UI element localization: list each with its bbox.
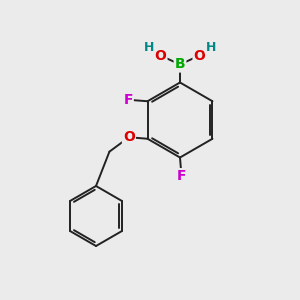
Text: F: F [177, 169, 186, 183]
Text: O: O [194, 49, 206, 62]
Text: B: B [175, 58, 185, 71]
Text: O: O [154, 49, 166, 62]
Text: H: H [144, 40, 154, 54]
Text: O: O [123, 130, 135, 144]
Text: F: F [123, 93, 133, 107]
Text: H: H [206, 40, 216, 54]
